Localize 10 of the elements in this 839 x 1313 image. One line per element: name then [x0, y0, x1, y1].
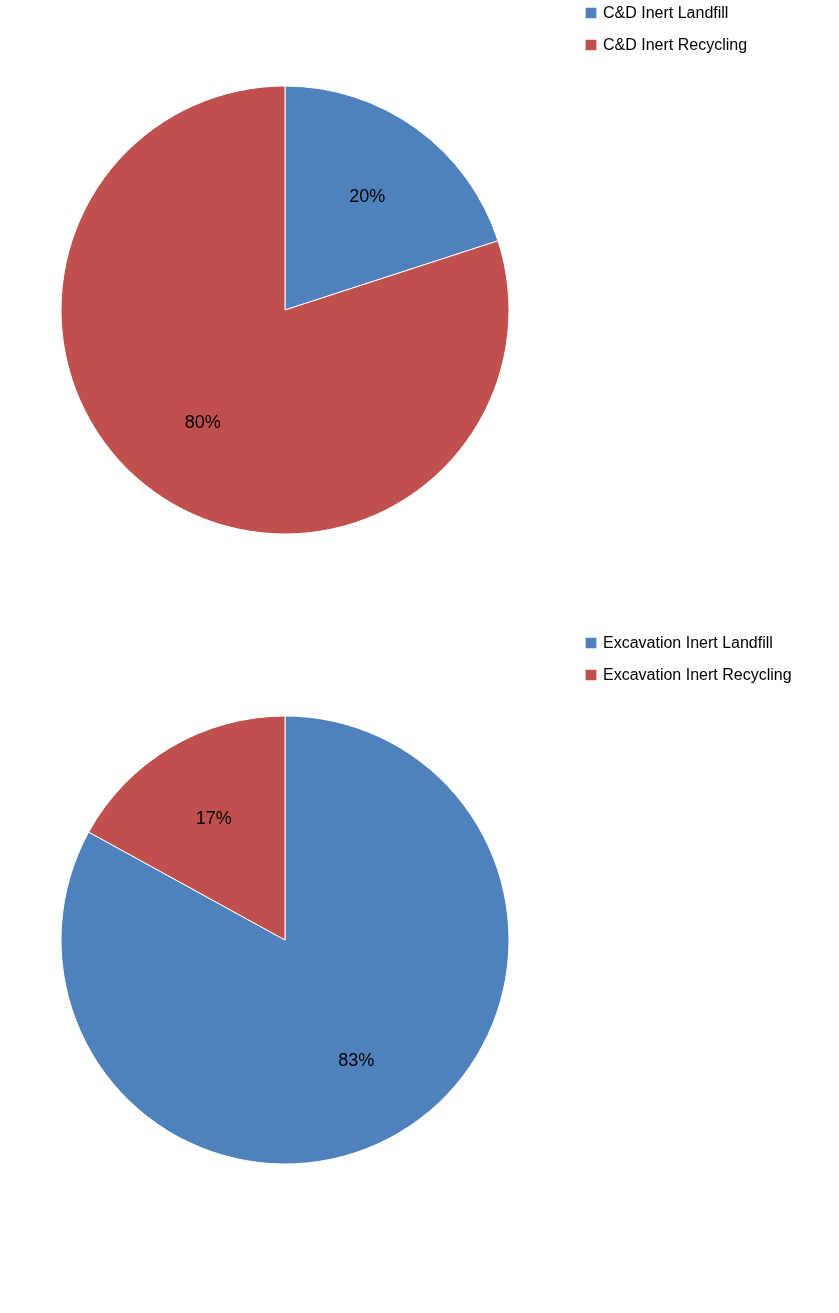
- data-label: 20%: [349, 185, 386, 206]
- data-label: 83%: [338, 1049, 375, 1070]
- legend-label: C&D Inert Recycling: [603, 36, 748, 53]
- pie-slice: [60, 85, 510, 535]
- legend-label: C&D Inert Landfill: [603, 4, 729, 21]
- data-label: 17%: [195, 808, 232, 829]
- legend-label: Excavation Inert Recycling: [603, 666, 792, 683]
- data-label: 80%: [184, 412, 221, 433]
- legend-label: Excavation Inert Landfill: [603, 634, 773, 651]
- pie-slice: [60, 715, 510, 1165]
